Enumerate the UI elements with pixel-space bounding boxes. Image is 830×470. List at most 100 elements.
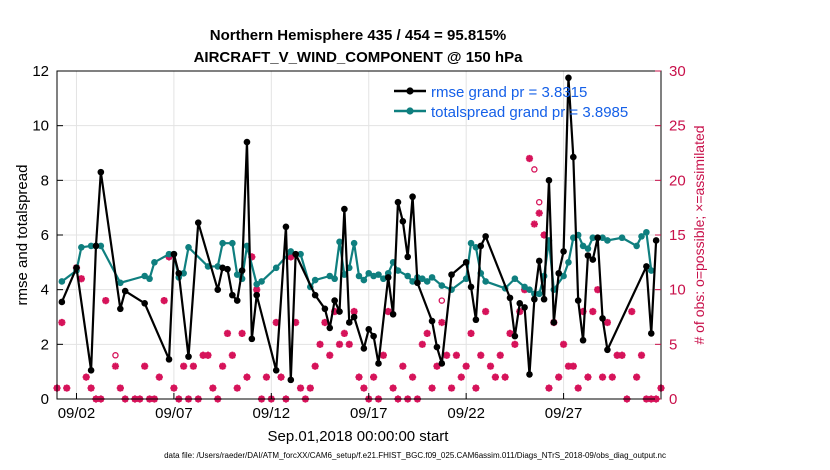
spread-point: [643, 228, 650, 236]
rmse-point: [428, 317, 436, 325]
obs-assimilated-point: [219, 362, 227, 370]
spread-point: [579, 242, 587, 250]
rmse-point: [643, 263, 650, 270]
y-tick-label: 4: [41, 282, 49, 299]
spread-point: [394, 267, 402, 274]
spread-point: [311, 276, 319, 284]
rmse-point: [545, 177, 553, 184]
obs-assimilated-point: [209, 384, 217, 392]
spread-point: [97, 242, 105, 250]
spread-point: [165, 250, 173, 258]
y-tick-label: 12: [32, 63, 49, 80]
obs-possible-point: [535, 198, 543, 206]
obs-assimilated-point: [204, 351, 212, 359]
obs-assimilated-point: [452, 351, 461, 359]
rmse-point: [467, 283, 475, 291]
spread-point: [604, 237, 611, 244]
y2-tick-label: 0: [669, 391, 677, 408]
rmse-point: [409, 193, 416, 201]
rmse-point: [594, 234, 601, 242]
obs-assimilated-point: [608, 373, 616, 381]
rmse-point: [311, 291, 319, 299]
obs-assimilated-point: [360, 384, 368, 392]
rmse-point: [233, 297, 241, 304]
rmse-point: [574, 297, 582, 304]
rmse-point: [292, 250, 299, 258]
rmse-point: [117, 305, 124, 313]
obs-assimilated-point: [248, 253, 256, 261]
obs-assimilated-point: [296, 384, 305, 392]
obs-assimilated-point: [628, 307, 636, 316]
rmse-point: [521, 304, 528, 311]
spread-point: [584, 245, 592, 252]
obs-assimilated-point: [58, 318, 66, 327]
obs-assimilated-point: [355, 373, 363, 381]
obs-assimilated-point: [102, 297, 110, 305]
obs-possible-point: [438, 297, 446, 304]
rmse-point: [647, 330, 655, 337]
obs-possible-point: [531, 166, 538, 173]
spread-point: [633, 242, 640, 250]
obs-assimilated-point: [428, 384, 436, 392]
rmse-point: [345, 319, 353, 326]
obs-assimilated-point: [345, 340, 353, 348]
obs-possible-point: [112, 352, 119, 359]
spread-point: [87, 242, 95, 250]
rmse-point: [272, 367, 280, 374]
rmse-point: [194, 219, 202, 226]
spread-point: [365, 269, 373, 277]
obs-assimilated-point: [633, 373, 641, 381]
rmse-point: [540, 295, 548, 303]
rmse-point: [535, 257, 543, 265]
obs-assimilated-point: [496, 351, 504, 359]
spread-point: [482, 278, 489, 285]
obs-assimilated-point: [399, 362, 407, 370]
rmse-point: [165, 356, 173, 363]
spread-point: [185, 244, 192, 251]
obs-assimilated-point: [540, 231, 548, 239]
rmse-point: [579, 336, 587, 344]
rmse-point: [175, 269, 183, 277]
obs-assimilated-point: [116, 384, 124, 392]
rmse-point: [282, 223, 290, 231]
rmse-point: [87, 367, 95, 374]
obs-assimilated-point: [447, 384, 456, 392]
y-axis-label: rmse and totalspread: [14, 165, 31, 306]
spread-point: [233, 271, 241, 278]
obs-assimilated-point: [637, 351, 646, 359]
rmse-point: [238, 267, 246, 274]
obs-assimilated-point: [516, 307, 524, 316]
obs-assimilated-point: [321, 318, 329, 327]
y2-tick-label: 5: [669, 336, 677, 353]
obs-assimilated-point: [535, 209, 543, 217]
obs-assimilated-point: [594, 286, 602, 294]
y2-tick-label: 15: [669, 227, 686, 244]
obs-assimilated-point: [559, 340, 568, 348]
obs-assimilated-point: [511, 340, 519, 348]
obs-assimilated-point: [598, 373, 607, 381]
obs-assimilated-point: [370, 373, 378, 381]
spread-point: [272, 264, 280, 272]
rmse-point: [599, 315, 606, 322]
rmse-point: [433, 343, 441, 351]
spread-point: [141, 272, 148, 280]
y2-tick-label: 30: [669, 63, 686, 80]
footnote: data file: /Users/raeder/DAI/ATM_forcXX/…: [164, 451, 666, 460]
obs-assimilated-point: [389, 384, 397, 392]
obs-assimilated-point: [472, 384, 480, 392]
chart-subtitle: AIRCRAFT_V_WIND_COMPONENT @ 150 hPa: [194, 49, 524, 66]
obs-assimilated-point: [501, 373, 509, 381]
x-tick-label: 09/27: [545, 405, 583, 422]
spread-point: [647, 267, 655, 274]
rmse-point: [360, 345, 368, 352]
spread-point: [521, 283, 528, 291]
y2-axis-label: # of obs: o=possible; ×=assimilated: [691, 125, 707, 344]
rmse-point: [526, 371, 533, 378]
spread-point: [331, 275, 338, 283]
spread-point: [58, 278, 66, 285]
y2-tick-label: 20: [669, 172, 686, 189]
spread-point: [117, 279, 124, 287]
rmse-point: [560, 248, 567, 255]
spread-point: [638, 233, 645, 240]
